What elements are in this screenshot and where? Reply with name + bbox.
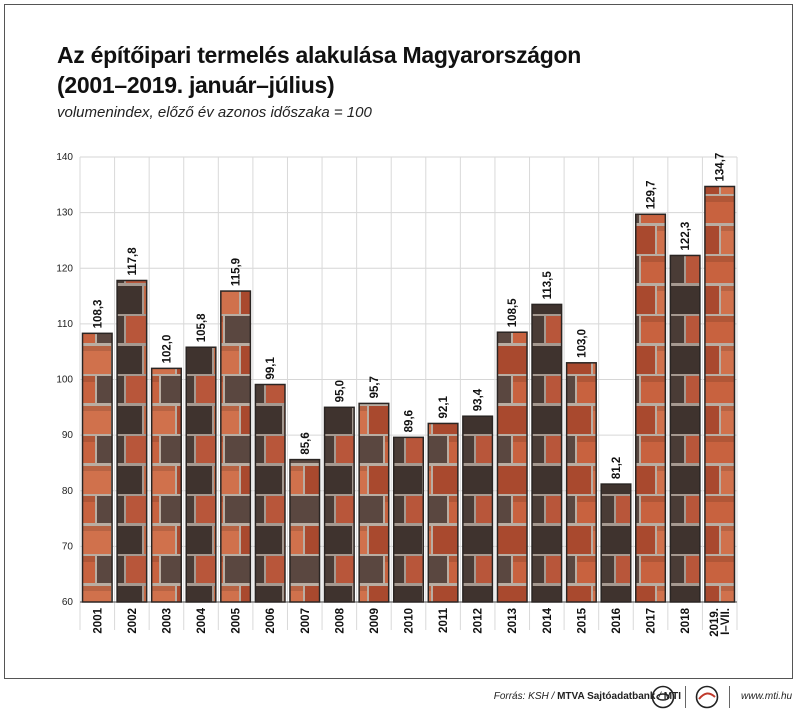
- source-sep: /: [655, 691, 664, 702]
- value-labels: 108,3 117,8 102,0 105,8 115,9 99,1 85,6 95,0 95,…: [92, 153, 726, 479]
- bar: [81, 332, 113, 603]
- value-label: 89,6: [404, 410, 416, 432]
- x-tick-label: 2017: [646, 608, 658, 634]
- x-tick-label: 2011: [438, 607, 450, 633]
- source-credit: Forrás: KSH / MTVA Sajtóadatbank / MTI: [494, 691, 681, 702]
- value-label: 102,0: [161, 335, 173, 364]
- value-label: 134,7: [715, 153, 727, 182]
- x-tick-label: 2008: [334, 607, 346, 633]
- bar: [185, 346, 217, 603]
- chart-title: Az építőipari termelés alakulása Magyaro…: [57, 40, 757, 100]
- y-tick-label: 100: [56, 375, 73, 386]
- y-tick-label: 120: [56, 263, 73, 274]
- bar: [462, 415, 494, 603]
- x-tick-label: 2015: [576, 607, 588, 633]
- divider: [729, 686, 730, 708]
- value-label: 113,5: [542, 271, 554, 300]
- x-tick-label: 2013: [507, 608, 519, 634]
- bar: [289, 458, 321, 603]
- footer: Forrás: KSH / MTVA Sajtóadatbank / MTI w…: [0, 682, 799, 714]
- value-label: 122,3: [680, 222, 692, 251]
- title-line-2: (2001–2019. január–július): [57, 72, 335, 98]
- x-tick-label: 2001: [92, 607, 104, 633]
- value-label: 108,5: [507, 298, 519, 327]
- bars: [81, 185, 736, 603]
- divider: [685, 686, 686, 708]
- x-tick-label: 2014: [542, 607, 554, 633]
- x-tick-label: 2007: [300, 608, 312, 634]
- value-label: 117,8: [127, 247, 139, 276]
- source-prefix: Forrás: KSH /: [493, 691, 558, 702]
- source-bold: MTVA Sajtóadatbank: [557, 691, 656, 702]
- bar: [392, 436, 425, 603]
- x-tick-label: 2019.: [709, 608, 721, 637]
- chart-subtitle: volumenindex, előző év azonos időszaka =…: [57, 104, 372, 121]
- mtva-logo-icon: [651, 685, 675, 709]
- bar: [669, 254, 701, 603]
- bar: [531, 303, 563, 603]
- x-tick-label: 2002: [127, 608, 139, 634]
- x-tick-label: 2012: [473, 608, 485, 634]
- bar: [496, 331, 528, 603]
- bar: [600, 483, 632, 603]
- value-label: 92,1: [438, 395, 450, 418]
- value-label: 95,0: [334, 380, 346, 402]
- x-tick-label: 2006: [265, 608, 277, 634]
- value-label: 93,4: [473, 388, 485, 411]
- mti-logo-icon: [695, 685, 719, 709]
- x-axis: 2001 2002 2003 2004 2005 2006 2007 2008 2009 2010…: [92, 607, 732, 636]
- y-tick-label: 110: [57, 319, 73, 330]
- bar: [220, 290, 252, 603]
- x-tick-label: 2010: [404, 608, 416, 634]
- bar: [116, 279, 148, 603]
- bar: [427, 422, 459, 603]
- bar: [150, 367, 182, 603]
- y-tick-label: 140: [56, 152, 73, 163]
- value-label: 108,3: [92, 300, 104, 329]
- y-tick-label: 70: [62, 541, 74, 552]
- value-label: 99,1: [265, 357, 277, 380]
- value-label: 81,2: [611, 457, 623, 479]
- y-tick-label: 90: [62, 430, 74, 441]
- website-url: www.mti.hu: [741, 691, 793, 702]
- y-axis: 60 70 80 90 100 110 120 130 140: [56, 152, 73, 608]
- x-tick-label: 2009: [369, 608, 381, 634]
- bar: [323, 406, 355, 603]
- bar: [635, 213, 667, 603]
- value-label: 103,0: [576, 329, 588, 358]
- x-tick-label: 2018: [680, 607, 692, 633]
- value-label: 115,9: [231, 258, 243, 286]
- x-tick-label: 2004: [196, 607, 208, 633]
- bar: [704, 185, 736, 603]
- value-label: 85,6: [300, 432, 312, 454]
- value-label: 95,7: [369, 376, 381, 398]
- y-tick-label: 60: [62, 597, 74, 608]
- bar: [358, 402, 390, 603]
- bar: [254, 383, 286, 603]
- x-tick-label: I–VII.: [720, 608, 732, 635]
- y-tick-label: 80: [62, 486, 74, 497]
- x-tick-label: 2003: [161, 608, 173, 634]
- bar: [565, 362, 597, 603]
- source-mti: MTI: [663, 691, 681, 702]
- x-tick-label: 2005: [231, 607, 243, 633]
- value-label: 129,7: [646, 181, 658, 210]
- x-tick-label: 2016: [611, 608, 623, 634]
- value-label: 105,8: [196, 313, 208, 342]
- y-tick-label: 130: [56, 208, 73, 219]
- title-line-1: Az építőipari termelés alakulása Magyaro…: [57, 42, 582, 68]
